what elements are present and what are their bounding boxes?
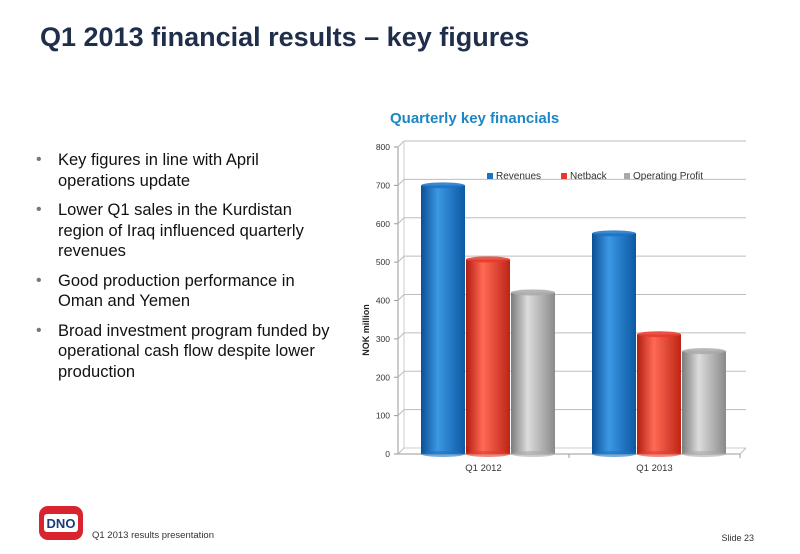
y-tick-label: 300 bbox=[376, 334, 390, 344]
y-tick-label: 700 bbox=[376, 180, 390, 190]
bar-body bbox=[682, 351, 726, 454]
bullet-text: Broad investment program funded by opera… bbox=[58, 321, 330, 381]
gridline-connector bbox=[397, 409, 405, 416]
gridline-connector bbox=[397, 370, 405, 378]
bar-base bbox=[511, 451, 555, 457]
bullet-dot-icon: • bbox=[36, 201, 42, 218]
legend-swatch bbox=[561, 173, 567, 179]
bar-base bbox=[421, 451, 465, 457]
bullet-item: • Broad investment program funded by oper… bbox=[36, 321, 336, 383]
bar bbox=[466, 256, 510, 457]
bullet-dot-icon: • bbox=[36, 151, 42, 168]
gridline-connector bbox=[397, 217, 405, 225]
legend-swatch bbox=[487, 173, 493, 179]
bar-chart: 0 100 200 300 400 500 600 700 800 Q1 2012 Q1 2013… bbox=[361, 140, 747, 474]
bullet-text: Lower Q1 sales in the Kurdistan region o… bbox=[58, 201, 304, 260]
floor-edge bbox=[397, 447, 405, 455]
legend-label: Revenues bbox=[496, 171, 541, 182]
legend-entry: Revenues bbox=[487, 171, 541, 182]
bar-base bbox=[682, 451, 726, 457]
gridline-connector bbox=[397, 332, 405, 340]
legend-entry: Netback bbox=[561, 171, 608, 182]
footer-presentation-label: Q1 2013 results presentation bbox=[92, 530, 214, 541]
bar bbox=[421, 182, 465, 457]
x-tick-label: Q1 2013 bbox=[636, 463, 672, 474]
legend-label: Netback bbox=[570, 171, 608, 182]
bullet-item: • Good production performance in Oman and… bbox=[36, 271, 336, 312]
bullet-list: • Key figures in line with April operatio… bbox=[36, 150, 336, 391]
bar-base bbox=[637, 451, 681, 457]
y-tick-label: 800 bbox=[376, 142, 390, 152]
bar-top bbox=[637, 331, 681, 338]
y-tick-label: 100 bbox=[376, 411, 390, 421]
bar-body bbox=[421, 185, 465, 454]
y-tick-label: 0 bbox=[385, 449, 390, 459]
legend-swatch bbox=[624, 173, 630, 179]
bullet-text: Good production performance in Oman and … bbox=[58, 271, 295, 311]
bar-base bbox=[592, 451, 636, 457]
x-tick-label: Q1 2012 bbox=[465, 463, 501, 474]
bar-body bbox=[511, 292, 555, 454]
y-tick-label: 200 bbox=[376, 372, 390, 382]
bar-top bbox=[592, 230, 636, 237]
logo-band bbox=[44, 514, 78, 532]
bar bbox=[592, 230, 636, 457]
gridline-connector bbox=[397, 179, 405, 186]
y-axis-label: NOK million bbox=[361, 304, 371, 356]
legend-entry: Operating Profit bbox=[624, 171, 703, 182]
slide-title: Q1 2013 financial results – key figures bbox=[40, 22, 530, 52]
gridline-connector bbox=[397, 140, 405, 148]
bar-top bbox=[466, 256, 510, 263]
gridline-connector bbox=[397, 294, 405, 301]
y-tick-label: 600 bbox=[376, 219, 390, 229]
legend-label: Operating Profit bbox=[633, 171, 703, 182]
bar-body bbox=[592, 233, 636, 454]
y-tick-label: 500 bbox=[376, 257, 390, 267]
bullet-dot-icon: • bbox=[36, 321, 42, 339]
bar-top bbox=[511, 289, 555, 296]
slide-number: Slide 23 bbox=[721, 533, 754, 543]
bullet-text: Key figures in line with April operation… bbox=[58, 151, 259, 190]
bar-top bbox=[421, 182, 465, 189]
chart-title: Quarterly key financials bbox=[390, 110, 560, 127]
bullet-item: • Key figures in line with April operatio… bbox=[36, 150, 336, 191]
gridline-connector bbox=[397, 255, 405, 263]
bullet-item: • Lower Q1 sales in the Kurdistan region … bbox=[36, 200, 336, 262]
bar-top bbox=[682, 348, 726, 355]
bar bbox=[511, 289, 555, 457]
bar bbox=[637, 331, 681, 457]
bullet-dot-icon: • bbox=[36, 271, 42, 289]
bar-base bbox=[466, 451, 510, 457]
bar bbox=[682, 348, 726, 457]
bar-body bbox=[466, 259, 510, 454]
y-tick-label: 400 bbox=[376, 296, 390, 306]
dno-logo: DNO bbox=[39, 506, 83, 540]
floor-edge bbox=[739, 447, 747, 455]
logo-text: DNO bbox=[47, 516, 76, 531]
bar-body bbox=[637, 334, 681, 454]
